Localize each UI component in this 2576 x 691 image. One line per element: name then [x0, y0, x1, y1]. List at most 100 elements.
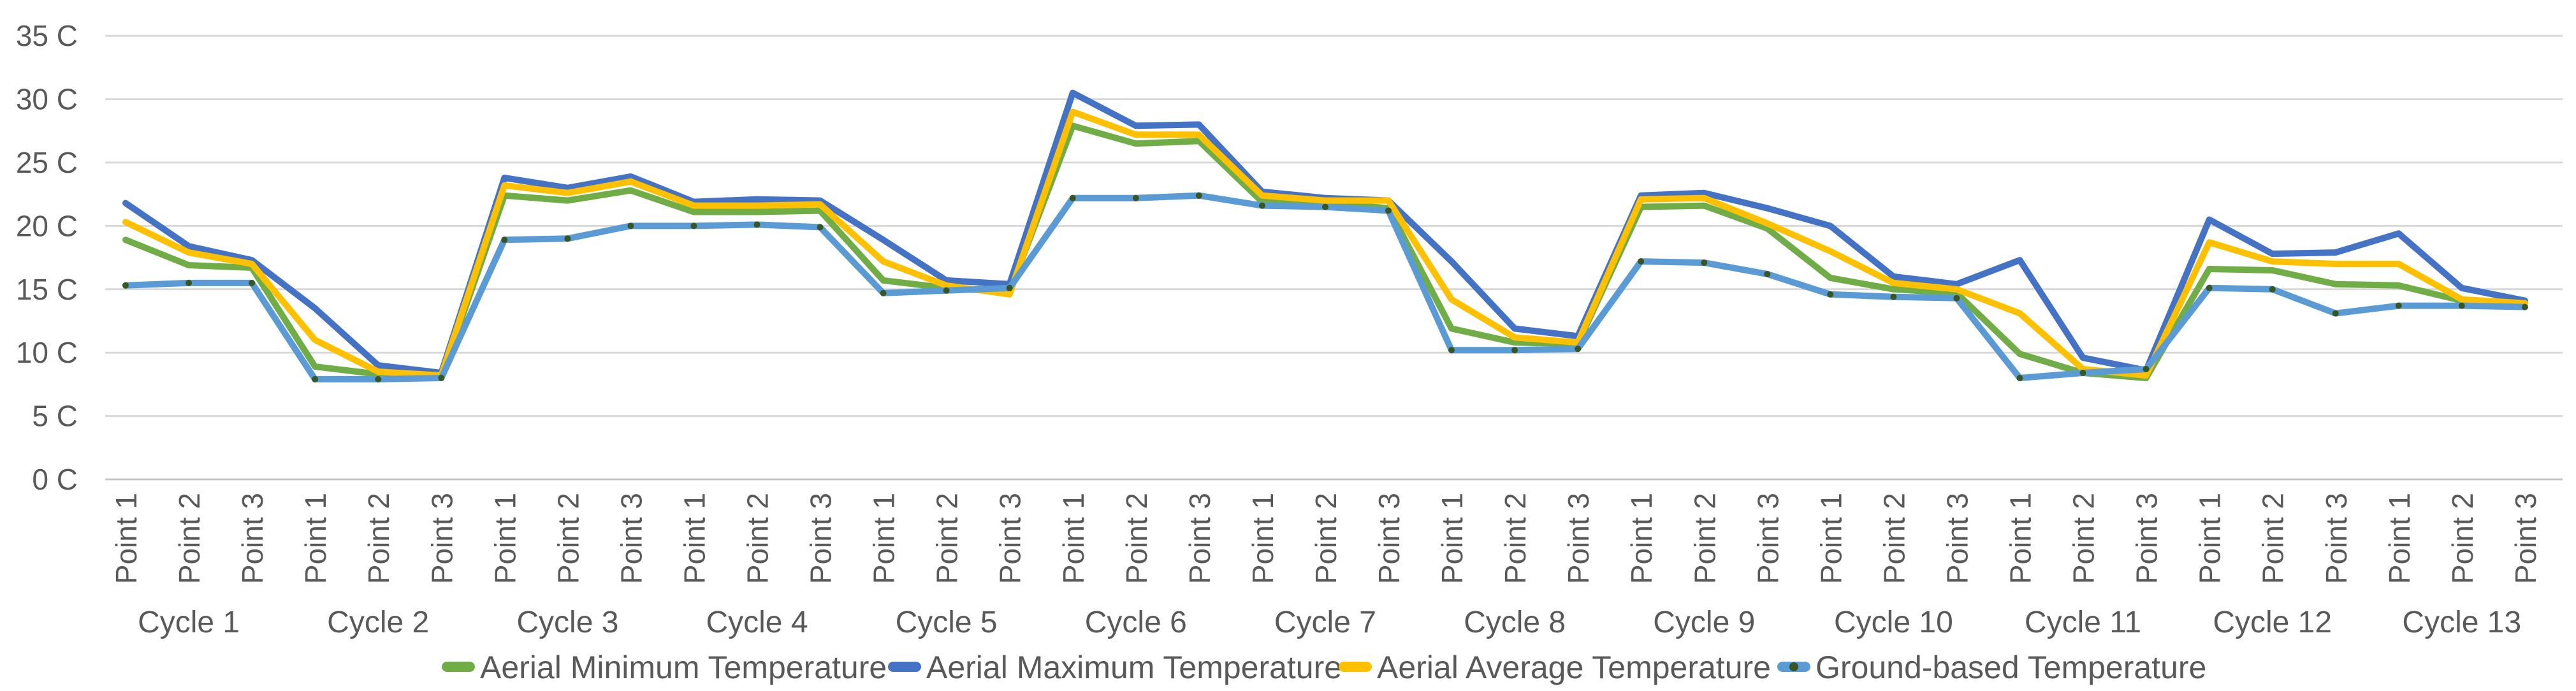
x-point-label: Point 3: [804, 493, 838, 584]
x-point-label: Point 1: [1436, 493, 1469, 584]
chart-legend: Aerial Minimum Temperature Aerial Maximum…: [442, 650, 2206, 685]
x-point-label: Point 2: [551, 493, 585, 584]
y-tick-label: 20 C: [16, 209, 78, 242]
cycle-label: Cycle 9: [1653, 606, 1755, 639]
cycle-label: Cycle 12: [2213, 606, 2332, 639]
x-point-label: Point 1: [2194, 493, 2227, 584]
x-point-label: Point 1: [1814, 493, 1847, 584]
x-point-label: Point 1: [868, 493, 901, 584]
data-point-marker: [2332, 310, 2339, 317]
x-point-label: Point 2: [741, 493, 775, 584]
x-point-label: Point 2: [1309, 493, 1343, 584]
data-point-marker: [1890, 293, 1897, 300]
x-point-label: Point 2: [2257, 493, 2290, 584]
data-point-marker: [753, 221, 760, 228]
data-point-marker: [1953, 295, 1960, 302]
data-point-marker: [1827, 291, 1834, 298]
data-point-marker: [438, 375, 445, 381]
y-tick-label: 5 C: [32, 400, 78, 433]
data-point-marker: [2016, 375, 2023, 381]
series-line-aerial-average-temperature: [122, 108, 2528, 379]
legend-marker-dot: [1789, 662, 1798, 671]
data-point-marker: [564, 235, 571, 242]
x-point-label: Point 3: [1562, 493, 1595, 584]
x-point-label: Point 1: [1625, 493, 1658, 584]
x-point-label: Point 3: [2509, 493, 2542, 584]
legend-label-ground-based-temperature: Ground-based Temperature: [1816, 650, 2206, 685]
series-aerial-average-temperature: [122, 108, 2528, 379]
series-ground-based-temperature: [122, 192, 2528, 382]
x-point-label: Point 2: [1688, 493, 1721, 584]
cycle-label: Cycle 1: [138, 606, 240, 639]
y-tick-label: 35 C: [16, 19, 78, 52]
x-point-label: Point 1: [1246, 493, 1279, 584]
data-point-marker: [2395, 302, 2402, 309]
cycle-label: Cycle 7: [1274, 606, 1376, 639]
x-point-label: Point 2: [2067, 493, 2100, 584]
x-point-label: Point 3: [2130, 493, 2164, 584]
x-point-label: Point 2: [362, 493, 395, 584]
x-point-label: Point 1: [678, 493, 711, 584]
data-point-marker: [312, 375, 319, 382]
y-tick-label: 30 C: [16, 83, 78, 116]
data-point-marker: [1321, 203, 1328, 210]
x-axis-cycle-labels: Cycle 1 Cycle 2 Cycle 3 Cycle 4 Cycle 5 Cycle…: [138, 606, 2521, 639]
cycle-label: Cycle 11: [2025, 606, 2141, 639]
cycle-label: Cycle 5: [896, 606, 998, 639]
x-axis-point-labels: Point 1 Point 2 Point 3 Point 1 Point 2 Point…: [110, 493, 2542, 584]
x-point-label: Point 3: [236, 493, 269, 584]
data-point-marker: [501, 236, 508, 244]
x-point-label: Point 3: [2320, 493, 2353, 584]
x-point-label: Point 2: [931, 493, 964, 584]
x-point-label: Point 1: [110, 493, 143, 584]
x-point-label: Point 3: [1183, 493, 1216, 584]
data-point-marker: [1764, 270, 1771, 277]
y-axis-labels: 35 C 30 C 25 C 20 C 15 C 10 C 5 C 0 C: [16, 19, 78, 496]
data-point-marker: [1195, 192, 1202, 199]
data-point-marker: [1385, 207, 1392, 214]
data-point-marker: [1132, 194, 1139, 201]
legend-item-aerial-minimum-temperature: Aerial Minimum Temperature: [442, 650, 887, 685]
x-point-label: Point 2: [1120, 493, 1153, 584]
x-point-label: Point 2: [173, 493, 206, 584]
x-point-label: Point 2: [1499, 493, 1532, 584]
data-point-marker: [2079, 370, 2086, 376]
y-tick-label: 15 C: [16, 273, 78, 306]
data-point-marker: [880, 289, 887, 296]
cycle-label: Cycle 8: [1464, 606, 1566, 639]
data-point-marker: [2458, 302, 2465, 309]
legend-label-aerial-minimum-temperature: Aerial Minimum Temperature: [480, 650, 887, 685]
data-point-marker: [1511, 347, 1518, 354]
legend-marker-aerial-maximum-temperature: [888, 662, 921, 672]
data-point-marker: [1006, 284, 1013, 291]
y-tick-label: 0 C: [32, 463, 78, 496]
x-point-label: Point 3: [1940, 493, 1974, 584]
gridlines: [105, 34, 2563, 481]
data-point-marker: [1575, 346, 1582, 353]
data-point-marker: [375, 375, 382, 382]
data-point-marker: [690, 222, 697, 229]
x-point-label: Point 1: [2383, 493, 2416, 584]
x-point-label: Point 2: [2446, 493, 2479, 584]
legend-marker-aerial-average-temperature: [1339, 662, 1372, 672]
cycle-label: Cycle 10: [1834, 606, 1953, 639]
x-point-label: Point 1: [1057, 493, 1090, 584]
x-point-label: Point 2: [1877, 493, 1910, 584]
data-point-marker: [627, 222, 634, 229]
cycle-label: Cycle 2: [327, 606, 429, 639]
legend-marker-aerial-minimum-temperature: [442, 662, 475, 672]
x-point-label: Point 3: [994, 493, 1027, 584]
data-point-marker: [1701, 259, 1708, 266]
data-point-marker: [943, 287, 950, 294]
y-tick-label: 10 C: [16, 336, 78, 369]
y-tick-label: 25 C: [16, 146, 78, 179]
cycle-label: Cycle 6: [1085, 606, 1187, 639]
data-point-marker: [2521, 303, 2528, 310]
x-point-label: Point 1: [299, 493, 332, 584]
data-point-marker: [2269, 286, 2276, 293]
cycle-label: Cycle 4: [706, 606, 808, 639]
data-point-marker: [2206, 284, 2213, 291]
legend-label-aerial-maximum-temperature: Aerial Maximum Temperature: [926, 650, 1342, 685]
